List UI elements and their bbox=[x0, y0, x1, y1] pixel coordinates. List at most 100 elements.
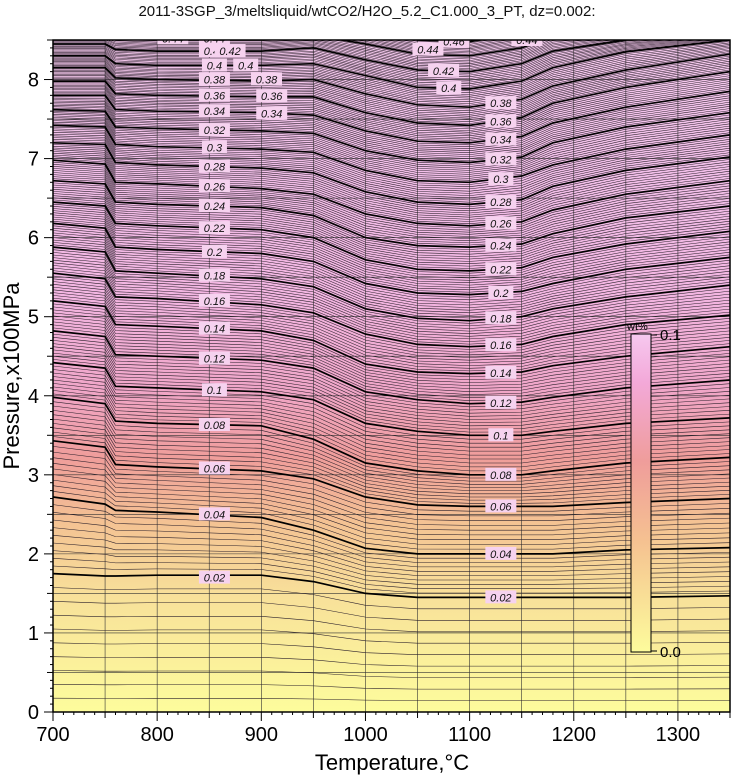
minor-contour bbox=[53, 40, 691, 81]
contour-label: 0.12 bbox=[204, 354, 225, 366]
contour-label: 0.48 bbox=[79, 11, 101, 23]
minor-contour bbox=[53, 69, 730, 124]
minor-contour bbox=[53, 110, 730, 165]
minor-contour bbox=[53, 614, 730, 633]
contour-label-bg bbox=[198, 268, 230, 282]
minor-contour bbox=[53, 239, 730, 314]
minor-contour bbox=[53, 117, 730, 173]
contour-label-bg bbox=[198, 321, 230, 335]
minor-contour bbox=[53, 365, 730, 440]
minor-contour bbox=[53, 152, 730, 218]
minor-contour bbox=[53, 57, 730, 112]
colorbar-ramp bbox=[630, 333, 652, 653]
minor-contour bbox=[53, 208, 730, 279]
contour-label-bg bbox=[233, 58, 259, 72]
contour-label: 0.4 bbox=[441, 83, 456, 95]
contour-label-bg bbox=[198, 293, 230, 307]
minor-contour bbox=[53, 401, 730, 479]
minor-contour bbox=[53, 147, 730, 212]
minor-contour bbox=[53, 431, 730, 501]
y-axis-label: Pressure,x100MPa bbox=[0, 282, 24, 470]
minor-contour bbox=[53, 216, 730, 288]
minor-contour bbox=[53, 132, 730, 192]
contour-label-bg bbox=[198, 221, 230, 235]
minor-contour bbox=[53, 95, 730, 147]
minor-contour bbox=[53, 244, 730, 319]
contour-label-bg bbox=[198, 570, 230, 584]
minor-contour bbox=[347, 40, 540, 55]
major-contour bbox=[53, 330, 730, 405]
contour-label-bg bbox=[438, 40, 470, 48]
contour-label: 0.34 bbox=[204, 106, 225, 118]
minor-contour bbox=[53, 107, 730, 161]
major-contour bbox=[53, 572, 730, 599]
contour-label: 0.18 bbox=[204, 271, 226, 283]
minor-contour bbox=[53, 527, 730, 572]
minor-contour bbox=[53, 128, 730, 187]
contour-label-bg bbox=[251, 72, 283, 86]
contour-label: 0.32 bbox=[490, 154, 511, 166]
minor-contour bbox=[53, 267, 730, 342]
contour-label-bg bbox=[110, 20, 141, 33]
contour-label-bg bbox=[485, 195, 517, 209]
minor-contour bbox=[53, 418, 730, 491]
contour-label-bg bbox=[485, 590, 517, 604]
minor-contour bbox=[53, 79, 730, 133]
minor-contour bbox=[53, 390, 730, 468]
y-tick-label: 0 bbox=[28, 702, 39, 724]
contour-label-bg bbox=[198, 72, 230, 86]
minor-contour bbox=[53, 154, 730, 220]
contour-label-bg bbox=[488, 428, 514, 442]
minor-contour bbox=[53, 99, 730, 151]
minor-contour bbox=[53, 40, 718, 86]
contour-label-bg bbox=[198, 179, 230, 193]
contour-label: 0.1 bbox=[493, 430, 508, 442]
major-contour bbox=[53, 108, 730, 164]
minor-contour bbox=[53, 182, 730, 250]
contour-label: 0.4 bbox=[238, 60, 253, 72]
minor-contour bbox=[53, 166, 730, 233]
contour-label-bg bbox=[485, 395, 517, 409]
major-contour bbox=[53, 246, 730, 322]
minor-contour bbox=[53, 40, 622, 71]
contour-label: 0.02 bbox=[490, 592, 511, 604]
minor-contour bbox=[53, 97, 730, 149]
minor-contour bbox=[53, 237, 730, 311]
minor-contour bbox=[53, 468, 730, 531]
y-tick-label: 8 bbox=[28, 70, 39, 92]
minor-contour bbox=[53, 44, 730, 95]
minor-contour bbox=[53, 51, 730, 104]
minor-contour bbox=[53, 485, 730, 545]
minor-contour bbox=[53, 333, 730, 408]
major-contour bbox=[53, 124, 730, 184]
minor-contour bbox=[53, 164, 730, 231]
minor-contour bbox=[53, 40, 671, 78]
contour-label-bg bbox=[485, 132, 517, 146]
contour-label: 0.44 bbox=[68, 27, 89, 39]
minor-contour bbox=[53, 601, 730, 621]
major-contour bbox=[53, 496, 730, 555]
minor-contours bbox=[53, 40, 730, 701]
major-contour bbox=[53, 201, 730, 272]
minor-contour bbox=[53, 257, 730, 332]
contour-label: 0.46 bbox=[443, 37, 465, 49]
major-contour bbox=[53, 222, 730, 296]
contour-label-bg bbox=[511, 40, 543, 46]
contour-label-bg bbox=[198, 418, 230, 432]
minor-contour bbox=[53, 49, 730, 102]
minor-contour bbox=[53, 242, 730, 316]
minor-contour bbox=[53, 286, 730, 361]
minor-contour bbox=[53, 376, 730, 452]
contour-label-bg bbox=[485, 152, 517, 166]
contour-label: 0.06 bbox=[490, 501, 512, 513]
x-tick-label: 1200 bbox=[552, 724, 597, 746]
contour-label: 0.44 bbox=[516, 35, 537, 47]
y-tick-label: 5 bbox=[28, 307, 39, 329]
minor-contour bbox=[53, 93, 730, 146]
minor-contour bbox=[53, 184, 730, 253]
minor-contour bbox=[53, 191, 730, 260]
minor-contour bbox=[53, 118, 730, 175]
minor-contour bbox=[53, 324, 730, 398]
minor-contour bbox=[53, 519, 730, 568]
minor-contour bbox=[53, 451, 730, 517]
